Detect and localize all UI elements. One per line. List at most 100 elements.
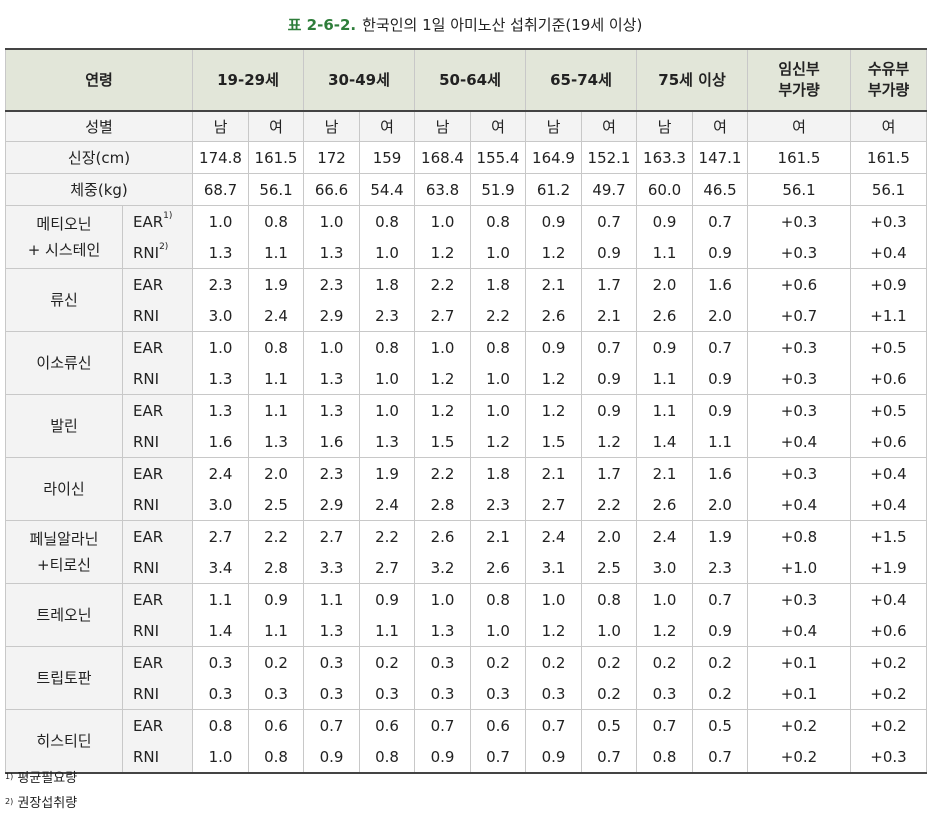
value-cell: 0.3 xyxy=(636,678,694,710)
value-cell: 1.3 xyxy=(303,363,361,395)
value-cell: 2.7 xyxy=(303,520,361,552)
value-cell: 0.7 xyxy=(636,709,694,741)
amino-acid-name: 이소류신 xyxy=(5,331,123,395)
value-cell: 1.2 xyxy=(581,426,638,458)
footnote: 1) 평균필요량 xyxy=(5,766,77,791)
value-cell: 2.4 xyxy=(192,457,250,489)
value-cell: 2.2 xyxy=(414,268,472,300)
value-cell: 1.9 xyxy=(359,457,416,489)
value-cell: 0.8 xyxy=(192,709,250,741)
value-cell: 0.3 xyxy=(303,646,361,678)
value-cell: 0.7 xyxy=(525,709,583,741)
value-cell: 2.7 xyxy=(414,300,472,332)
value-cell: +0.5 xyxy=(850,394,928,426)
value-cell: +0.4 xyxy=(747,489,852,521)
value-cell: +0.6 xyxy=(850,363,928,395)
value-cell: 0.2 xyxy=(692,678,749,710)
ear-text: EAR xyxy=(133,527,164,546)
rni-text: RNI xyxy=(133,243,160,262)
value-cell: 0.9 xyxy=(248,583,305,615)
value-cell: 2.5 xyxy=(581,552,638,584)
value-cell: 1.0 xyxy=(359,394,416,426)
pregnant-header-line1: 임신부 xyxy=(778,60,820,78)
value-cell: 1.6 xyxy=(692,268,749,300)
ear-label: EAR xyxy=(121,646,194,678)
rni-text: RNI xyxy=(133,432,160,451)
value-cell: 2.5 xyxy=(248,489,305,521)
table-row: 메티오닌 + 시스테인 EAR1) 1.0 0.8 1.0 0.8 1.0 0.8 0.9 0.7 0… xyxy=(5,205,928,269)
value-cell: 2.1 xyxy=(525,268,583,300)
pregnant-header-line2: 부가량 xyxy=(778,81,820,99)
value-cell: 54.4 xyxy=(359,173,416,206)
value-cell: 0.8 xyxy=(359,331,416,363)
value-cell: 2.4 xyxy=(359,489,416,521)
value-cell: 1.2 xyxy=(636,615,694,647)
value-cell: +0.6 xyxy=(850,426,928,458)
value-cell: 159 xyxy=(359,141,416,174)
age-group-header: 30-49세 xyxy=(303,48,416,112)
value-cell: 0.8 xyxy=(359,741,416,774)
lactating-header-line1: 수유부 xyxy=(867,60,910,78)
value-cell: 1.1 xyxy=(248,363,305,395)
value-cell: 3.0 xyxy=(192,300,250,332)
value-cell: 1.0 xyxy=(192,331,250,363)
ear-label: EAR xyxy=(121,709,194,741)
value-cell: 56.1 xyxy=(747,173,852,206)
value-cell: 56.1 xyxy=(248,173,305,206)
value-cell: 0.9 xyxy=(581,394,638,426)
value-cell: +0.4 xyxy=(850,489,928,521)
value-cell: 1.1 xyxy=(248,615,305,647)
value-cell: 0.6 xyxy=(359,709,416,741)
value-cell: 161.5 xyxy=(747,141,852,174)
value-cell: 1.1 xyxy=(303,583,361,615)
value-cell: 0.5 xyxy=(692,709,749,741)
value-cell: 1.2 xyxy=(525,615,583,647)
value-cell: 0.8 xyxy=(581,583,638,615)
lactating-header: 수유부 부가량 xyxy=(850,48,928,112)
value-cell: 여 xyxy=(581,110,638,142)
value-cell: 0.7 xyxy=(692,205,749,237)
value-cell: +0.7 xyxy=(747,300,852,332)
value-cell: 0.9 xyxy=(692,237,749,269)
value-cell: 3.0 xyxy=(636,552,694,584)
value-cell: 0.9 xyxy=(525,205,583,237)
age-group-header: 65-74세 xyxy=(525,48,638,112)
ear-text: EAR xyxy=(133,212,164,231)
value-cell: 0.8 xyxy=(636,741,694,774)
value-cell: 0.2 xyxy=(470,646,527,678)
value-cell: +0.1 xyxy=(747,678,852,710)
table-row: RNI 1.6 1.3 1.6 1.3 1.5 1.2 1.5 1.2 1.4 1.1 +0.4 +0.… xyxy=(6,426,928,458)
value-cell: 남 xyxy=(636,110,694,142)
value-cell: 1.3 xyxy=(414,615,472,647)
value-cell: 1.2 xyxy=(525,363,583,395)
value-cell: 1.9 xyxy=(692,520,749,552)
value-cell: 2.1 xyxy=(581,300,638,332)
value-cell: 68.7 xyxy=(192,173,250,206)
value-cell: 2.3 xyxy=(303,268,361,300)
value-cell: 2.4 xyxy=(525,520,583,552)
table-number: 표 2-6-2. xyxy=(287,16,357,34)
value-cell: +0.4 xyxy=(850,237,928,269)
value-cell: 163.3 xyxy=(636,141,694,174)
rni-text: RNI xyxy=(133,621,160,640)
amino-acid-name: 트레오닌 xyxy=(5,583,123,647)
value-cell: 0.9 xyxy=(581,363,638,395)
value-cell: 2.0 xyxy=(581,520,638,552)
value-cell: 0.3 xyxy=(303,678,361,710)
value-cell: 1.0 xyxy=(414,583,472,615)
value-cell: +0.4 xyxy=(747,426,852,458)
ear-label: EAR1) xyxy=(121,205,194,237)
value-cell: 2.3 xyxy=(359,300,416,332)
value-cell: 1.0 xyxy=(303,205,361,237)
value-cell: 2.7 xyxy=(192,520,250,552)
amino-acid-name: 히스티딘 xyxy=(5,709,123,774)
value-cell: +1.5 xyxy=(850,520,928,552)
value-cell: 1.5 xyxy=(414,426,472,458)
value-cell: 3.3 xyxy=(303,552,361,584)
age-header-row: 연령 19-29세 30-49세 50-64세 65-74세 75세 이상 임신… xyxy=(4,48,928,112)
value-cell: 56.1 xyxy=(850,173,928,206)
rni-label: RNI xyxy=(121,300,194,332)
value-cell: +0.2 xyxy=(850,709,928,741)
value-cell: 1.1 xyxy=(192,583,250,615)
